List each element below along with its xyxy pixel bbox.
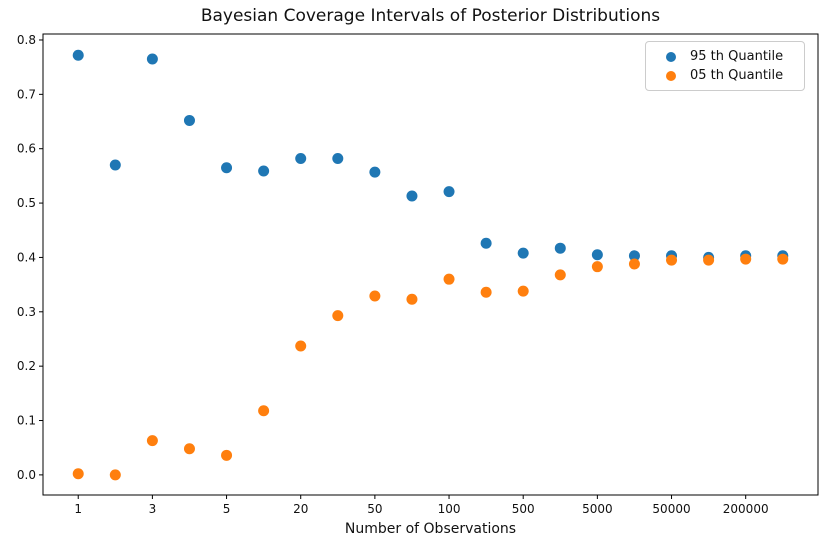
x-tick-label: 5000	[582, 502, 613, 516]
data-point-series-0	[332, 152, 344, 164]
x-tick-label: 3	[149, 502, 157, 516]
data-point-series-0	[369, 166, 381, 178]
x-tick-label: 100	[438, 502, 461, 516]
x-tick-label: 20	[293, 502, 308, 516]
y-tick-label: 0.5	[17, 196, 36, 210]
y-tick-label: 0.2	[17, 359, 36, 373]
data-point-series-1	[332, 310, 344, 322]
y-tick-label: 0.7	[17, 87, 36, 101]
legend-label-95th: 95 th Quantile	[690, 49, 784, 64]
data-point-series-1	[554, 269, 566, 281]
data-point-series-0	[591, 249, 603, 261]
data-point-series-0	[628, 250, 640, 262]
data-point-series-1	[666, 254, 678, 266]
chart-title: Bayesian Coverage Intervals of Posterior…	[200, 6, 661, 26]
data-point-series-0	[221, 162, 233, 174]
data-point-series-0	[443, 186, 455, 198]
data-point-series-0	[554, 242, 566, 254]
data-point-series-1	[295, 340, 307, 352]
data-point-series-1	[258, 405, 270, 417]
x-tick-label: 50000	[652, 502, 690, 516]
data-point-series-0	[517, 247, 529, 259]
data-point-series-1	[183, 443, 195, 455]
data-point-series-1	[443, 273, 455, 285]
data-point-series-1	[72, 468, 84, 480]
legend-item-95th: 95 th Quantile	[656, 47, 796, 66]
legend-marker-95th-icon	[666, 51, 676, 62]
legend: 95 th Quantile 05 th Quantile	[645, 41, 805, 91]
data-point-series-1	[406, 293, 418, 305]
x-tick-label: 5	[223, 502, 231, 516]
y-tick-label: 0.3	[17, 305, 36, 319]
plot-frame	[42, 33, 819, 496]
data-point-series-1	[109, 469, 121, 481]
data-point-series-1	[517, 285, 529, 297]
data-point-series-1	[628, 258, 640, 270]
data-point-series-0	[406, 190, 418, 202]
x-tick-label: 1	[74, 502, 82, 516]
legend-marker-05th-icon	[666, 70, 676, 81]
y-tick-label: 0.1	[17, 414, 36, 428]
data-point-series-0	[146, 53, 158, 65]
data-point-series-0	[258, 165, 270, 177]
data-point-series-1	[146, 435, 158, 447]
data-point-series-0	[72, 49, 84, 61]
data-point-series-1	[221, 449, 233, 461]
y-tick-label: 0.4	[17, 250, 36, 264]
data-point-series-1	[740, 253, 752, 265]
data-point-series-0	[480, 237, 492, 249]
data-point-series-1	[591, 261, 603, 273]
data-point-series-0	[109, 159, 121, 171]
x-tick-label: 50	[367, 502, 382, 516]
x-tick-label: 500	[512, 502, 535, 516]
data-point-series-1	[777, 253, 789, 265]
x-axis-label: Number of Observations	[344, 521, 517, 537]
data-point-series-1	[369, 290, 381, 302]
legend-label-05th: 05 th Quantile	[690, 68, 784, 83]
legend-item-05th: 05 th Quantile	[656, 66, 796, 85]
data-point-series-1	[703, 254, 715, 266]
data-point-series-0	[183, 114, 195, 126]
x-tick-label: 200000	[723, 502, 769, 516]
y-tick-label: 0.8	[17, 33, 36, 47]
data-point-series-0	[295, 152, 307, 164]
y-tick-label: 0.6	[17, 142, 36, 156]
data-point-series-1	[480, 286, 492, 298]
y-tick-label: 0.0	[17, 468, 36, 482]
